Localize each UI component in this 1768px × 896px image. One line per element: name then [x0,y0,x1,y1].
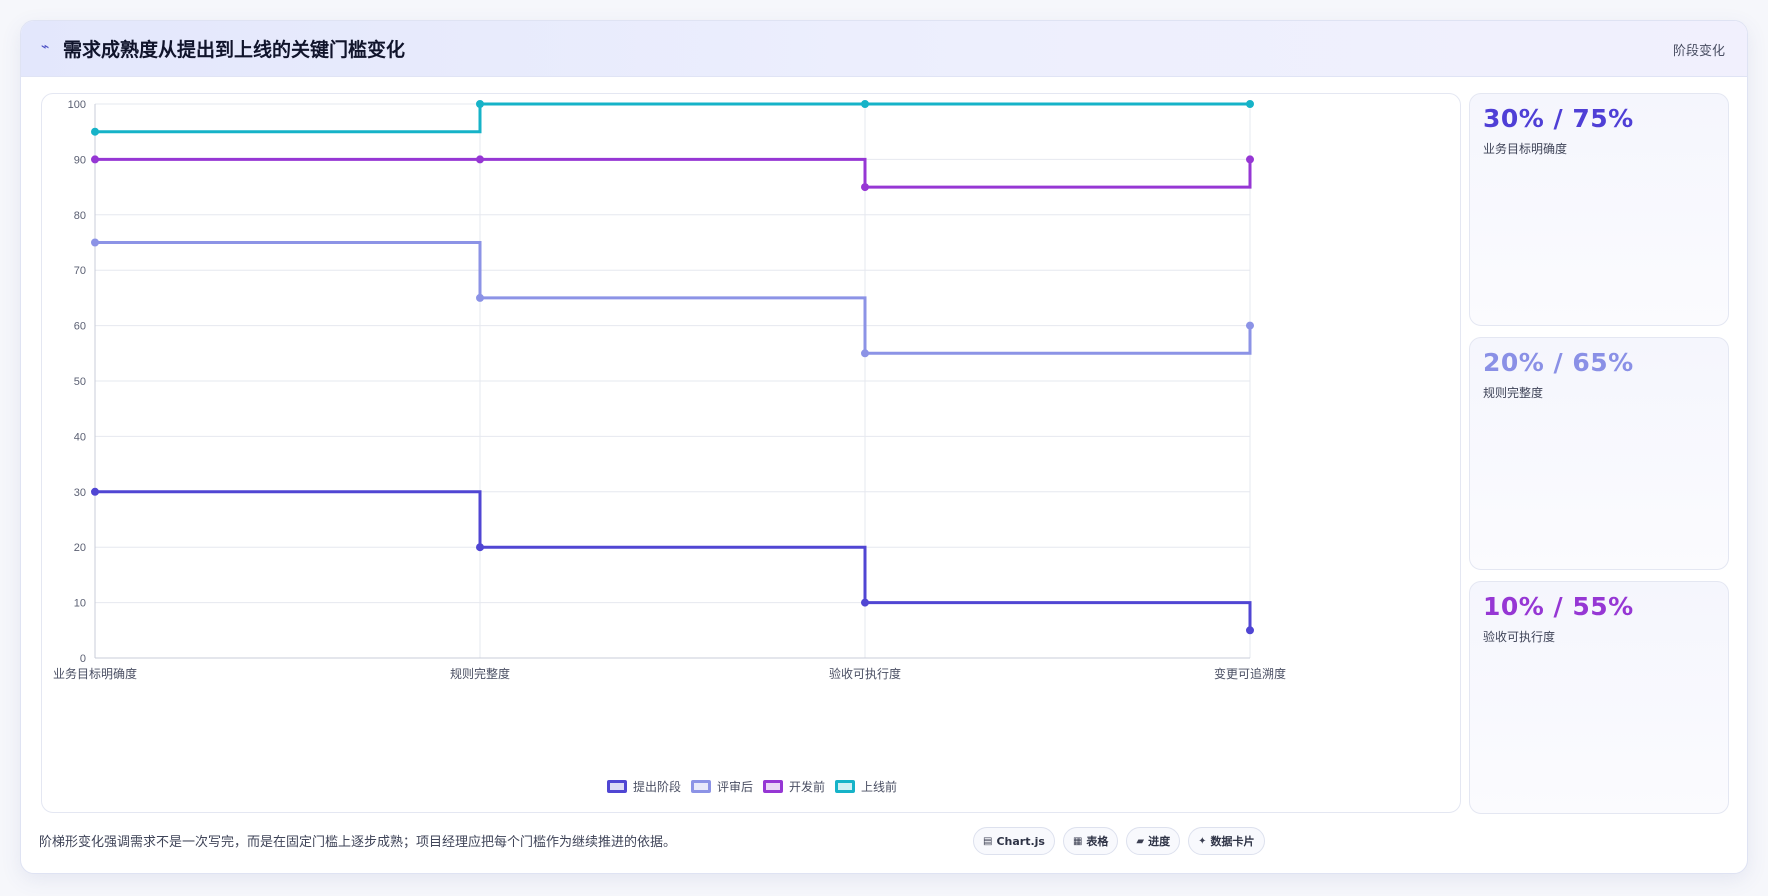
y-tick-label: 90 [74,154,86,166]
y-tick-label: 80 [74,210,86,222]
kpi-label: 业务目标明确度 [1483,142,1568,156]
kpi-value: 30% / 75% [1483,104,1634,133]
chip-chartjs[interactable]: ▤ Chart.js [973,827,1055,855]
y-tick-label: 30 [74,487,86,499]
y-tick-label: 20 [74,542,86,554]
chip-label: 进度 [1148,835,1171,848]
series-line-4 [95,102,1250,134]
legend-label: 开发前 [789,780,826,794]
data-point [861,598,869,607]
table-icon: ▦ [1072,835,1083,847]
chip-label: 数据卡片 [1210,835,1255,848]
data-point [1246,155,1254,164]
y-tick-label: 100 [68,99,86,111]
legend-swatch [690,780,711,793]
legend-item[interactable]: 评审后 [690,778,753,795]
kpi-card-goal: 30% / 75% 业务目标明确度 [1469,93,1729,326]
chart-panel: ⌁ 需求成熟度从提出到上线的关键门槛变化 阶段变化 0 10 20 30 40 50 60 7… [20,20,1748,874]
series-line-2 [95,241,1252,355]
sparkle-icon: ✦ [1198,835,1207,847]
legend-item[interactable]: 上线前 [835,778,897,795]
legend-label: 评审后 [716,780,753,794]
kpi-card-acceptance: 10% / 55% 验收可执行度 [1469,581,1729,814]
chart-icon: ▤ [983,835,993,847]
chart-pulse-icon: ⌁ [41,39,50,55]
y-tick-label: 0 [80,653,86,665]
data-point [91,155,99,164]
data-point [91,127,99,136]
step-line-chart: 0 10 20 30 40 50 60 70 80 90 100 业务目标明确度 规则完整度 验收可执行度… [53,99,1286,681]
data-point [861,183,869,192]
footer-note: 阶梯形变化强调需求不是一次写完，而是在固定门槛上逐步成熟；项目经理应把每个门槛作… [39,835,677,850]
page-title: 需求成熟度从提出到上线的关键门槛变化 [63,39,406,61]
panel-header: ⌁ 需求成熟度从提出到上线的关键门槛变化 阶段变化 [21,21,1747,77]
x-tick-label: 验收可执行度 [829,666,901,681]
legend-label: 提出阶段 [632,780,681,794]
series-line-1 [95,490,1252,631]
x-tick-label: 业务目标明确度 [53,666,137,681]
legend-swatch [606,780,627,793]
data-point [476,155,484,164]
y-tick-label: 50 [74,376,86,388]
chip-label: Chart.js [996,834,1045,848]
data-point [1246,100,1254,108]
kpi-value: 10% / 55% [1483,592,1634,621]
data-point [91,238,99,247]
legend-swatch [835,780,856,793]
chip-progress[interactable]: ▰ 进度 [1126,827,1181,855]
data-point [1246,626,1254,635]
data-point [861,100,869,108]
data-point [476,543,484,552]
legend-label: 上线前 [861,780,898,794]
y-tick-label: 10 [74,598,86,610]
data-point [476,293,484,302]
stage-change-tag: 阶段变化 [1672,44,1725,59]
data-point [91,487,99,496]
data-point [861,349,869,358]
chart-legend: 提出阶段 评审后 开发前 上线前 [42,778,1462,795]
legend-item[interactable]: 开发前 [763,778,825,795]
chip-bar: ▤ Chart.js ▦ 表格 ▰ 进度 ✦ 数据卡片 [973,827,1265,855]
chart-card: 0 10 20 30 40 50 60 70 80 90 100 业务目标明确度 规则完整度 验收可执行度… [41,93,1461,813]
x-tick-label: 变更可追溯度 [1214,666,1286,681]
data-point [1246,321,1254,330]
progress-icon: ▰ [1136,835,1145,847]
legend-item[interactable]: 提出阶段 [606,778,681,795]
chip-data-card[interactable]: ✦ 数据卡片 [1188,827,1265,855]
kpi-label: 规则完整度 [1483,386,1544,400]
legend-swatch [763,780,783,793]
chip-table[interactable]: ▦ 表格 [1062,827,1119,855]
x-tick-label: 规则完整度 [450,666,510,681]
chip-label: 表格 [1086,835,1109,848]
kpi-card-rules: 20% / 65% 规则完整度 [1469,337,1729,570]
y-tick-label: 60 [74,321,86,333]
y-tick-label: 40 [74,431,86,443]
data-point [476,100,484,108]
kpi-label: 验收可执行度 [1483,630,1556,644]
series-line-3 [95,157,1252,189]
y-tick-label: 70 [74,265,86,277]
kpi-value: 20% / 65% [1483,348,1634,377]
